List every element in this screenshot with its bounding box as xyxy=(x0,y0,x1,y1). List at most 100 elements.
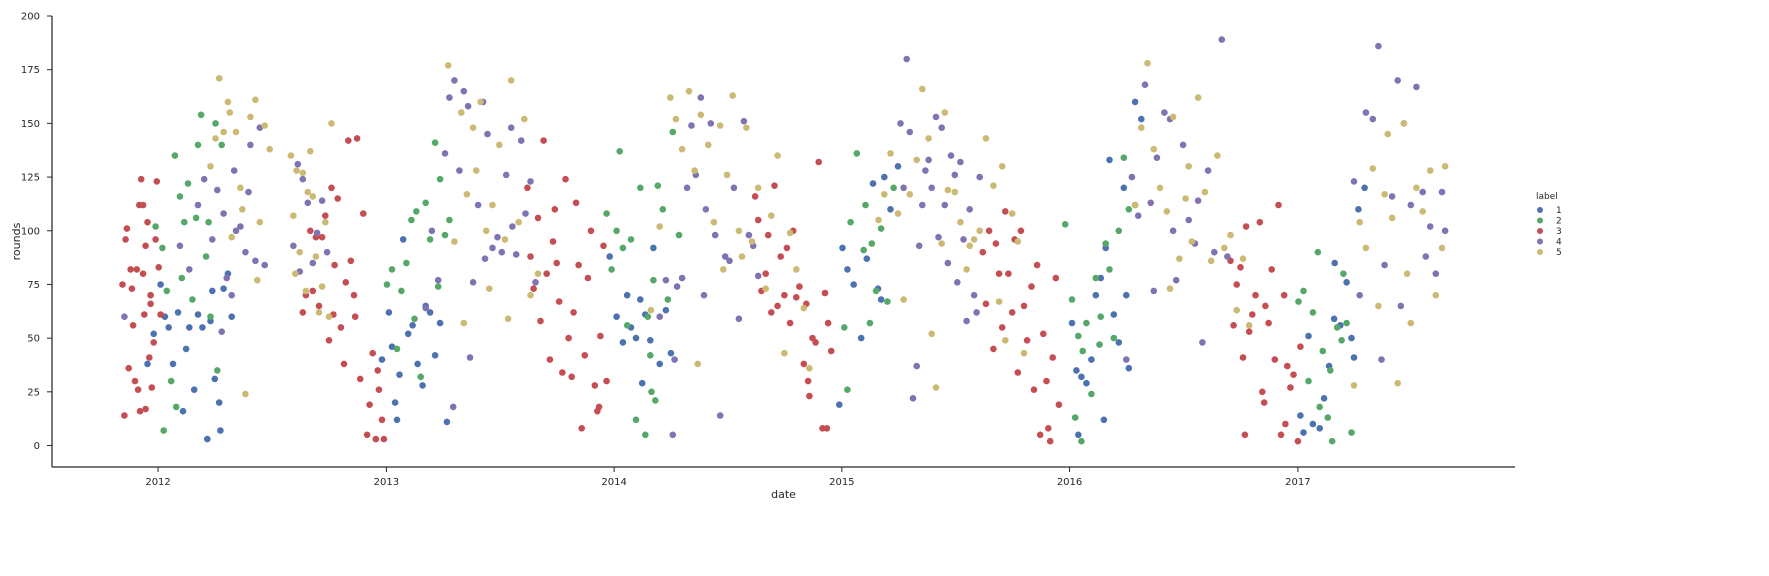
data-point xyxy=(1316,403,1323,411)
data-point xyxy=(597,332,604,340)
data-point xyxy=(887,150,894,157)
data-point xyxy=(632,416,640,424)
data-point xyxy=(302,287,310,295)
data-point xyxy=(697,94,705,101)
data-point xyxy=(363,431,371,439)
data-point xyxy=(441,150,449,157)
data-point xyxy=(754,184,762,192)
data-point xyxy=(551,206,559,213)
data-point xyxy=(212,120,219,127)
data-point xyxy=(710,218,718,226)
data-point xyxy=(501,236,509,243)
data-point xyxy=(388,343,396,351)
data-point xyxy=(1330,315,1338,323)
data-point xyxy=(477,98,484,106)
data-point xyxy=(1071,414,1079,421)
data-point xyxy=(524,184,531,192)
data-point xyxy=(182,345,190,353)
data-point xyxy=(966,206,973,213)
data-point xyxy=(318,197,326,204)
data-point xyxy=(1123,356,1130,363)
data-point xyxy=(209,287,216,295)
data-point xyxy=(751,193,759,200)
data-point xyxy=(976,173,983,181)
data-point xyxy=(353,135,361,142)
legend-item-4: 4 xyxy=(1537,238,1562,248)
data-point xyxy=(472,167,480,174)
data-point xyxy=(253,276,261,284)
data-point xyxy=(1362,109,1370,116)
data-point xyxy=(1028,283,1035,290)
data-point xyxy=(1227,231,1234,239)
data-point xyxy=(325,337,333,344)
data-point xyxy=(460,319,468,327)
data-point xyxy=(1277,431,1285,439)
data-point xyxy=(1008,309,1016,316)
data-point xyxy=(995,270,1003,278)
data-point xyxy=(656,223,663,230)
data-point xyxy=(1075,431,1082,439)
data-point xyxy=(1397,302,1405,310)
data-point xyxy=(812,339,819,346)
data-point xyxy=(1169,113,1177,121)
data-point xyxy=(172,403,180,411)
data-point xyxy=(441,231,449,239)
data-point xyxy=(1275,201,1282,209)
data-point xyxy=(735,227,743,235)
data-point xyxy=(963,317,970,325)
data-point xyxy=(325,313,333,321)
data-point xyxy=(139,201,147,209)
data-point xyxy=(941,109,949,116)
y-tick-label: 25 xyxy=(27,387,40,398)
data-point xyxy=(408,216,415,224)
data-point xyxy=(697,111,705,119)
x-tick-label: 2017 xyxy=(1285,477,1310,488)
data-point xyxy=(315,302,323,310)
data-point xyxy=(165,324,172,331)
data-point xyxy=(463,191,471,198)
data-point xyxy=(1150,287,1158,295)
data-point xyxy=(207,313,214,321)
data-point xyxy=(664,296,672,303)
data-point xyxy=(530,285,537,293)
data-point xyxy=(404,330,412,338)
data-point xyxy=(1343,279,1350,286)
data-point xyxy=(245,188,252,196)
data-point xyxy=(1245,322,1253,329)
data-point xyxy=(559,369,566,376)
data-point xyxy=(369,349,377,357)
data-point xyxy=(486,285,493,293)
data-point xyxy=(1256,218,1264,226)
data-point xyxy=(1182,195,1189,202)
data-point xyxy=(186,324,193,331)
data-point xyxy=(675,231,683,239)
data-point xyxy=(562,175,569,183)
data-point xyxy=(721,253,729,260)
data-point xyxy=(309,259,317,267)
data-point xyxy=(141,311,148,318)
data-point xyxy=(815,158,822,166)
data-point xyxy=(1343,319,1350,327)
data-point xyxy=(218,328,225,336)
data-point xyxy=(1008,210,1016,217)
data-point xyxy=(1102,240,1109,247)
data-point xyxy=(1432,270,1440,278)
data-point xyxy=(669,128,677,136)
data-point xyxy=(1156,184,1164,192)
data-point xyxy=(1017,227,1025,235)
data-point xyxy=(1153,154,1161,161)
data-point xyxy=(426,236,434,243)
data-point xyxy=(464,102,472,110)
legend-marker xyxy=(1537,238,1543,245)
data-point xyxy=(128,285,136,293)
data-point xyxy=(224,98,232,106)
data-point xyxy=(125,364,132,372)
data-point xyxy=(287,152,295,159)
data-point xyxy=(383,281,391,288)
data-point xyxy=(212,135,219,142)
data-point xyxy=(1125,364,1133,372)
data-point xyxy=(841,324,848,331)
data-point xyxy=(409,322,416,329)
data-point xyxy=(868,240,876,247)
